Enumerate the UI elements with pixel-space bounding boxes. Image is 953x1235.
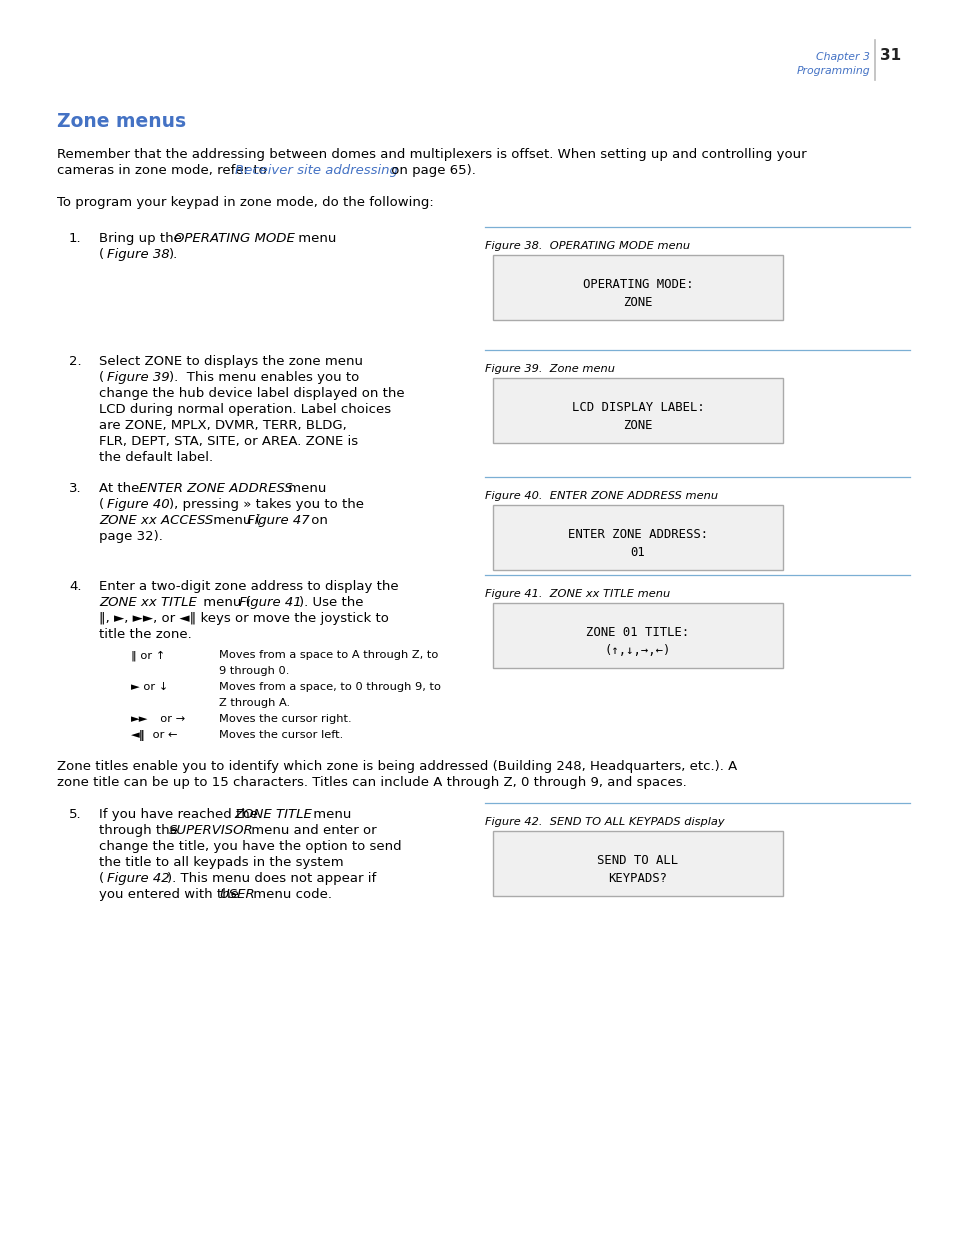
- Text: SEND TO ALL: SEND TO ALL: [597, 853, 678, 867]
- Text: ZONE xx ACCESS: ZONE xx ACCESS: [99, 514, 213, 527]
- Text: 4.: 4.: [69, 580, 81, 593]
- Text: Zone titles enable you to identify which zone is being addressed (Building 248, : Zone titles enable you to identify which…: [57, 760, 737, 773]
- Text: At the: At the: [99, 482, 144, 495]
- Text: Figure 40.  ENTER ZONE ADDRESS menu: Figure 40. ENTER ZONE ADDRESS menu: [484, 492, 718, 501]
- Text: title the zone.: title the zone.: [99, 629, 192, 641]
- Text: Figure 40: Figure 40: [107, 498, 170, 511]
- Text: Enter a two-digit zone address to display the: Enter a two-digit zone address to displa…: [99, 580, 398, 593]
- Text: Moves the cursor left.: Moves the cursor left.: [219, 730, 343, 740]
- Text: are ZONE, MPLX, DVMR, TERR, BLDG,: are ZONE, MPLX, DVMR, TERR, BLDG,: [99, 419, 346, 432]
- Text: Figure 38.  OPERATING MODE menu: Figure 38. OPERATING MODE menu: [484, 241, 689, 251]
- Text: ENTER ZONE ADDRESS: ENTER ZONE ADDRESS: [139, 482, 293, 495]
- Text: the title to all keypads in the system: the title to all keypads in the system: [99, 856, 343, 869]
- Text: Figure 41.  ZONE xx TITLE menu: Figure 41. ZONE xx TITLE menu: [484, 589, 670, 599]
- Text: menu: menu: [309, 808, 351, 821]
- Text: ), pressing » takes you to the: ), pressing » takes you to the: [169, 498, 364, 511]
- Text: cameras in zone mode, refer to: cameras in zone mode, refer to: [57, 164, 271, 177]
- Text: ◄‖: ◄‖: [131, 730, 146, 741]
- Text: menu and enter or: menu and enter or: [247, 824, 376, 837]
- Text: ).: ).: [169, 248, 178, 261]
- FancyBboxPatch shape: [493, 603, 782, 668]
- Text: zone title can be up to 15 characters. Titles can include A through Z, 0 through: zone title can be up to 15 characters. T…: [57, 776, 686, 789]
- Text: 01: 01: [630, 546, 644, 558]
- Text: Figure 47: Figure 47: [247, 514, 310, 527]
- Text: menu: menu: [294, 232, 336, 245]
- Text: 5.: 5.: [69, 808, 82, 821]
- FancyBboxPatch shape: [493, 254, 782, 320]
- Text: ZONE: ZONE: [622, 295, 652, 309]
- FancyBboxPatch shape: [493, 378, 782, 443]
- Text: Moves from a space to A through Z, to: Moves from a space to A through Z, to: [219, 650, 438, 659]
- Text: Figure 41: Figure 41: [239, 597, 301, 609]
- Text: If you have reached the: If you have reached the: [99, 808, 262, 821]
- Text: (: (: [99, 370, 104, 384]
- Text: the default label.: the default label.: [99, 451, 213, 464]
- Text: SUPERVISOR: SUPERVISOR: [169, 824, 253, 837]
- Text: on: on: [307, 514, 328, 527]
- Text: KEYPADS?: KEYPADS?: [608, 872, 667, 884]
- Text: through the: through the: [99, 824, 182, 837]
- Text: (: (: [99, 248, 104, 261]
- Text: (: (: [99, 872, 104, 885]
- Text: Figure 39: Figure 39: [107, 370, 170, 384]
- Text: ). Use the: ). Use the: [298, 597, 363, 609]
- Text: ‖, ►, ►►, or ◄‖ keys or move the joystick to: ‖, ►, ►►, or ◄‖ keys or move the joystic…: [99, 613, 389, 625]
- Text: or ←: or ←: [149, 730, 177, 740]
- Text: (: (: [99, 498, 104, 511]
- Text: LCD during normal operation. Label choices: LCD during normal operation. Label choic…: [99, 403, 391, 416]
- Text: (↑,↓,→,←): (↑,↓,→,←): [604, 643, 671, 657]
- Text: on page 65).: on page 65).: [387, 164, 476, 177]
- Text: ).  This menu enables you to: ). This menu enables you to: [169, 370, 359, 384]
- Text: 1.: 1.: [69, 232, 82, 245]
- Text: Select ZONE to displays the zone menu: Select ZONE to displays the zone menu: [99, 354, 363, 368]
- Text: Figure 42.  SEND TO ALL KEYPADS display: Figure 42. SEND TO ALL KEYPADS display: [484, 818, 724, 827]
- Text: USER: USER: [219, 888, 254, 902]
- Text: ZONE: ZONE: [622, 419, 652, 431]
- Text: menu (: menu (: [199, 597, 251, 609]
- Text: menu: menu: [284, 482, 326, 495]
- Text: LCD DISPLAY LABEL:: LCD DISPLAY LABEL:: [571, 400, 703, 414]
- Text: Figure 38: Figure 38: [107, 248, 170, 261]
- Text: Z through A.: Z through A.: [219, 698, 290, 708]
- Text: Bring up the: Bring up the: [99, 232, 186, 245]
- Text: Programming: Programming: [796, 65, 869, 77]
- Text: page 32).: page 32).: [99, 530, 163, 543]
- FancyBboxPatch shape: [493, 831, 782, 897]
- Text: Figure 39.  Zone menu: Figure 39. Zone menu: [484, 364, 615, 374]
- Text: Remember that the addressing between domes and multiplexers is offset. When sett: Remember that the addressing between dom…: [57, 148, 806, 161]
- Text: Receiver site addressing: Receiver site addressing: [234, 164, 397, 177]
- Text: 2.: 2.: [69, 354, 82, 368]
- Text: menu code.: menu code.: [249, 888, 332, 902]
- Text: Moves from a space, to 0 through 9, to: Moves from a space, to 0 through 9, to: [219, 682, 440, 692]
- Text: Figure 42: Figure 42: [107, 872, 170, 885]
- Text: Moves the cursor right.: Moves the cursor right.: [219, 714, 352, 724]
- Text: ZONE xx TITLE: ZONE xx TITLE: [99, 597, 196, 609]
- Text: ZONE 01 TITLE:: ZONE 01 TITLE:: [586, 625, 689, 638]
- Text: 9 through 0.: 9 through 0.: [219, 666, 289, 676]
- Text: FLR, DEPT, STA, SITE, or AREA. ZONE is: FLR, DEPT, STA, SITE, or AREA. ZONE is: [99, 435, 357, 448]
- Text: change the title, you have the option to send: change the title, you have the option to…: [99, 840, 401, 853]
- Text: ►►: ►►: [131, 714, 149, 724]
- Text: 3.: 3.: [69, 482, 82, 495]
- Text: ‖ or ↑: ‖ or ↑: [131, 650, 165, 661]
- Text: To program your keypad in zone mode, do the following:: To program your keypad in zone mode, do …: [57, 196, 434, 209]
- Text: you entered with the: you entered with the: [99, 888, 243, 902]
- Text: ► or ↓: ► or ↓: [131, 682, 168, 692]
- Text: or →: or →: [152, 714, 185, 724]
- FancyBboxPatch shape: [493, 505, 782, 571]
- Text: OPERATING MODE:: OPERATING MODE:: [582, 278, 693, 290]
- Text: ZONE TITLE: ZONE TITLE: [233, 808, 312, 821]
- Text: ENTER ZONE ADDRESS:: ENTER ZONE ADDRESS:: [567, 527, 707, 541]
- Text: change the hub device label displayed on the: change the hub device label displayed on…: [99, 387, 404, 400]
- Text: OPERATING MODE: OPERATING MODE: [173, 232, 294, 245]
- Text: ). This menu does not appear if: ). This menu does not appear if: [167, 872, 375, 885]
- Text: menu (: menu (: [209, 514, 260, 527]
- Text: Zone menus: Zone menus: [57, 112, 186, 131]
- Text: 31: 31: [879, 48, 901, 63]
- Text: Chapter 3: Chapter 3: [815, 52, 869, 62]
